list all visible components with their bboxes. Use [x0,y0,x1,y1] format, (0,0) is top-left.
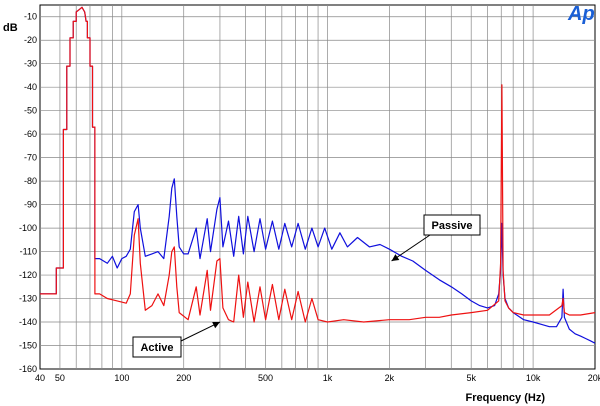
annotation-arrow-line [391,234,431,262]
x-tick-label: 10k [526,373,541,383]
y-tick-label: -140 [19,317,37,327]
series-group [40,6,596,344]
y-tick-label: -110 [20,247,37,257]
y-tick-label: -160 [19,364,37,374]
x-tick-label: 500 [258,373,273,383]
ap-logo: Ap [567,3,595,25]
y-tick-label: -40 [24,82,37,92]
y-tick-label: -80 [24,176,37,186]
y-tick-label: -70 [24,153,37,163]
plot-background [39,4,596,370]
annotation-box-active [132,336,182,358]
y-tick-label: -150 [19,341,37,351]
x-tick-labels: 40 50 100 200 500 1k 2k 5k 10k 20k [35,373,600,383]
annotation-label-active: Active [140,342,173,354]
x-tick-label: 20k [588,373,600,383]
y-tick-label: -60 [24,129,37,139]
y-tick-label: -100 [19,223,37,233]
annotation-arrow-head [212,321,220,329]
x-tick-label: 50 [55,373,65,383]
annotation-box-passive [423,214,481,236]
y-tick-label: -120 [19,270,37,280]
annotation-arrow-head [391,254,400,261]
annotation-arrow-line [180,321,221,342]
x-tick-label: 2k [385,373,395,383]
y-tick-label: -130 [19,294,37,304]
x-tick-label: 40 [35,373,45,383]
y-tick-label: -50 [24,106,37,116]
annotations: Passive Active [132,214,481,358]
y-tick-label: -90 [24,200,37,210]
x-tick-label: 100 [114,373,129,383]
x-tick-label: 200 [176,373,191,383]
series-line-active [40,6,596,323]
y-tick-label: -10 [24,12,37,22]
y-tick-label: -20 [24,35,37,45]
x-axis-label: Frequency (Hz) [466,392,546,404]
y-axis-label: dB [3,22,18,34]
annotation-label-passive: Passive [432,220,473,232]
x-tick-label: 5k [466,373,476,383]
x-tick-label: 1k [323,373,333,383]
y-tick-labels: -10 -20 -30 -40 -50 -60 -70 -80 -90 -100 -110 -120 -… [19,12,37,374]
y-tick-label: -30 [24,59,37,69]
